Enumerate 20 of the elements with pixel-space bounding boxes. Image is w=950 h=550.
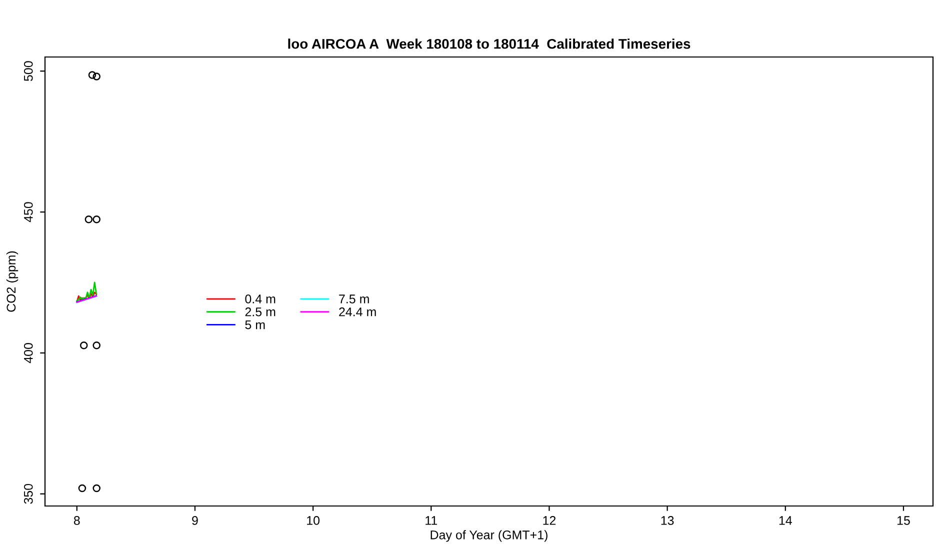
y-tick-label: 500	[24, 61, 33, 82]
chart-title: loo AIRCOA A Week 180108 to 180114 Calibrated Timeseries	[288, 38, 690, 49]
legend-label: 24.4 m	[339, 307, 376, 316]
legend-label: 7.5 m	[339, 294, 369, 304]
legend-label: 2.5 m	[245, 307, 276, 316]
x-axis-title: Day of Year (GMT+1)	[430, 530, 548, 542]
y-tick-label: 350	[24, 484, 33, 504]
y-tick-label: 400	[24, 343, 33, 364]
y-tick-label: 450	[24, 202, 33, 222]
legend-label: 5 m	[245, 320, 265, 330]
x-tick-label: 10	[307, 516, 320, 525]
y-axis-title: CO2 (ppm)	[6, 251, 18, 312]
x-tick-label: 9	[192, 516, 198, 525]
x-tick-label: 11	[426, 516, 438, 525]
x-tick-label: 13	[661, 516, 674, 525]
x-tick-label: 12	[543, 516, 556, 525]
x-tick-label: 8	[74, 516, 80, 525]
x-tick-label: 15	[897, 516, 910, 525]
x-tick-label: 14	[779, 516, 792, 525]
legend-label: 0.4 m	[245, 294, 276, 304]
